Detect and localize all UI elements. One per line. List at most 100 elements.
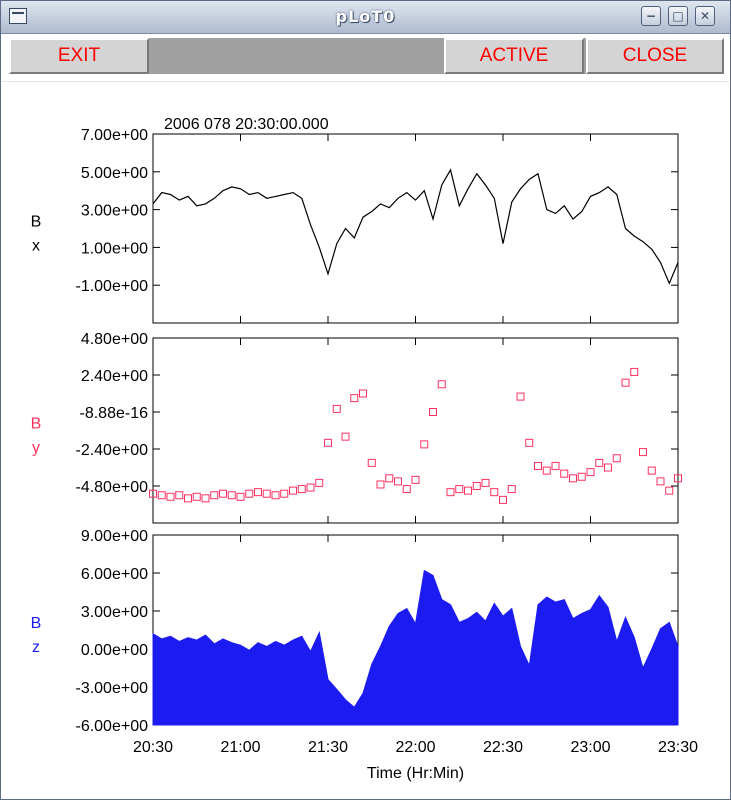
by-data-point xyxy=(306,483,315,492)
by-data-point xyxy=(184,494,192,503)
by-data-point xyxy=(367,458,376,467)
panel-frame xyxy=(152,337,679,524)
close-button[interactable]: CLOSE xyxy=(586,38,724,74)
y-tick-label: 7.00e+00 xyxy=(81,127,148,144)
by-data-point xyxy=(490,488,499,497)
by-data-point xyxy=(595,458,604,467)
window-title: pLoT0 xyxy=(335,7,396,26)
x-tick-label: 21:00 xyxy=(220,739,260,756)
y-tick-label: 5.00e+00 xyxy=(81,165,148,182)
y-tick-label: -2.40e+00 xyxy=(75,442,148,459)
by-data-point xyxy=(639,448,647,457)
by-data-point xyxy=(656,477,665,486)
y-tick-label: -4.80e+00 xyxy=(75,479,148,496)
by-data-point xyxy=(227,491,236,500)
active-button[interactable]: ACTIVE xyxy=(444,38,584,74)
by-data-point xyxy=(516,392,525,401)
y-tick-label: -3.00e+00 xyxy=(75,680,148,697)
maximize-icon[interactable]: □ xyxy=(668,6,688,26)
x-tick-label: 21:30 xyxy=(308,739,348,756)
by-data-point xyxy=(525,438,534,447)
by-data-point xyxy=(674,474,682,483)
exit-button[interactable]: EXIT xyxy=(9,38,149,74)
minimize-icon[interactable]: − xyxy=(641,6,661,26)
by-data-point xyxy=(262,489,271,498)
close-icon[interactable]: ✕ xyxy=(695,6,715,26)
by-data-point xyxy=(534,461,542,470)
by-data-point xyxy=(254,488,262,497)
by-data-point xyxy=(280,489,289,498)
by-data-point xyxy=(350,394,359,403)
by-data-point xyxy=(315,478,324,487)
bz-series-area xyxy=(152,569,679,726)
y-tick-label: 1.00e+00 xyxy=(81,240,148,257)
x-tick-label: 20:30 xyxy=(133,739,173,756)
y-tick-label: 2.40e+00 xyxy=(81,368,148,385)
by-data-point xyxy=(411,475,420,484)
by-data-point xyxy=(577,472,586,481)
by-data-point xyxy=(455,485,464,494)
by-data-point xyxy=(192,492,201,501)
by-data-point xyxy=(604,463,612,472)
title-bar[interactable]: pLoT0 − □ ✕ xyxy=(1,1,730,34)
y-axis-label: x xyxy=(32,238,40,255)
y-axis-label: z xyxy=(32,639,40,656)
by-data-point xyxy=(560,469,569,478)
by-data-point xyxy=(612,454,621,463)
by-data-point xyxy=(385,474,394,483)
by-data-point xyxy=(464,486,472,495)
by-data-point xyxy=(551,461,560,470)
y-tick-label: -8.88e-16 xyxy=(80,405,149,422)
chart-title: 2006 078 20:30:00.000 xyxy=(164,116,329,133)
by-data-point xyxy=(332,404,341,413)
y-tick-label: 3.00e+00 xyxy=(81,604,148,621)
by-data-point xyxy=(359,389,367,398)
panel-frame xyxy=(152,133,679,324)
by-data-point xyxy=(341,432,350,441)
by-data-point xyxy=(402,485,411,494)
y-tick-label: 3.00e+00 xyxy=(81,203,148,220)
by-data-point xyxy=(630,367,639,376)
y-axis-label: B xyxy=(31,615,42,632)
by-data-point xyxy=(210,491,219,500)
by-data-point xyxy=(665,486,674,495)
by-data-point xyxy=(507,485,516,494)
by-data-point xyxy=(149,489,157,498)
by-data-point xyxy=(621,378,630,387)
x-tick-label: 22:30 xyxy=(483,739,523,756)
by-data-point xyxy=(289,486,297,495)
y-axis-label: y xyxy=(32,440,40,457)
by-data-point xyxy=(481,478,490,487)
y-axis-label: B xyxy=(31,416,42,433)
y-tick-label: 6.00e+00 xyxy=(81,566,148,583)
by-data-point xyxy=(271,491,280,500)
by-data-point xyxy=(542,466,551,475)
by-data-point xyxy=(236,492,245,501)
by-data-point xyxy=(446,488,455,497)
by-data-point xyxy=(437,380,446,389)
by-data-point xyxy=(586,468,595,477)
by-data-point xyxy=(472,482,481,490)
by-data-point xyxy=(175,491,184,500)
window-menu-icon[interactable] xyxy=(9,8,27,24)
bx-series-line xyxy=(152,168,679,285)
by-data-point xyxy=(324,438,332,447)
y-tick-label: 0.00e+00 xyxy=(81,642,148,659)
y-tick-label: 9.00e+00 xyxy=(81,528,148,545)
by-data-point xyxy=(297,485,306,494)
button-bar: EXIT ACTIVE CLOSE xyxy=(9,38,724,74)
x-tick-label: 23:00 xyxy=(570,739,610,756)
x-axis-label: Time (Hr:Min) xyxy=(367,765,464,782)
by-data-point xyxy=(429,408,437,416)
by-data-point xyxy=(376,480,385,489)
by-data-point xyxy=(647,466,656,475)
by-data-point xyxy=(394,477,402,486)
by-data-point xyxy=(157,491,166,500)
by-data-point xyxy=(219,489,227,498)
by-data-point xyxy=(569,474,577,483)
divider xyxy=(2,81,729,82)
by-data-point xyxy=(420,440,429,449)
y-tick-label: 4.80e+00 xyxy=(81,331,148,348)
